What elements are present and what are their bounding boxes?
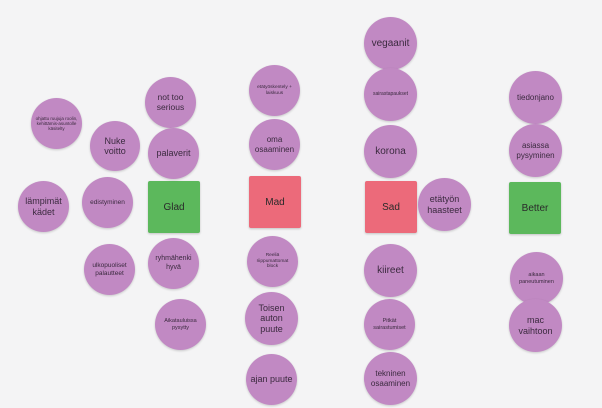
note-glad-arrived-on-time[interactable]: Nuke voitto [90,121,140,171]
note-better-earlier-focus[interactable]: aikaan paneutuminen [510,252,563,305]
note-mad-others-car[interactable]: Toisen auton puute [245,292,298,345]
note-glad-team-spirit[interactable]: ryhmähenki hyvä [148,238,199,289]
note-mad-remote-small[interactable]: etätyöskentely + laiskuus [249,65,300,116]
note-glad-progress[interactable]: edistyminen [82,177,133,228]
note-sad-tech-skills[interactable]: tekninen osaaminen [364,352,417,405]
note-glad-chained-tasks[interactable]: ohjattu ruujuja roolin, kehittämis-asunt… [31,98,82,149]
note-glad-not-too-serious[interactable]: not too serious [145,77,196,128]
note-better-staying-on-topic[interactable]: asiassa pysyminen [509,124,562,177]
category-glad[interactable]: Glad [148,181,200,233]
note-better-mac-swap[interactable]: mac vaihtoon [509,299,562,352]
note-sad-rush[interactable]: kiireet [364,244,417,297]
note-sad-corona[interactable]: korona [364,125,417,178]
note-glad-warm-hands[interactable]: lämpimät kädet [18,181,69,232]
category-mad[interactable]: Mad [249,176,301,228]
note-better-info[interactable]: tiedonjano [509,71,562,124]
note-glad-meetings[interactable]: palaverit [148,128,199,179]
category-better[interactable]: Better [509,182,561,234]
note-glad-external-feedback[interactable]: ulkopuoliset palautteet [84,244,135,295]
note-glad-schedule[interactable]: Aikatauluissa pysytty [155,299,206,350]
note-sad-remote-challenges[interactable]: etätyön haasteet [418,178,471,231]
note-mad-own-skills[interactable]: oma osaaminen [249,119,300,170]
note-mad-time-lack[interactable]: ajan puute [246,354,297,405]
category-sad[interactable]: Sad [365,181,417,233]
note-sad-short-sick[interactable]: Pitkät sairastumiset [364,299,415,350]
note-sad-vegans[interactable]: vegaanit [364,17,417,70]
note-sad-sick-leave-top[interactable]: sairastapaukset [364,68,417,121]
note-mad-hidden-tasks[interactable]: Reeliä riippumattomat block [247,236,298,287]
